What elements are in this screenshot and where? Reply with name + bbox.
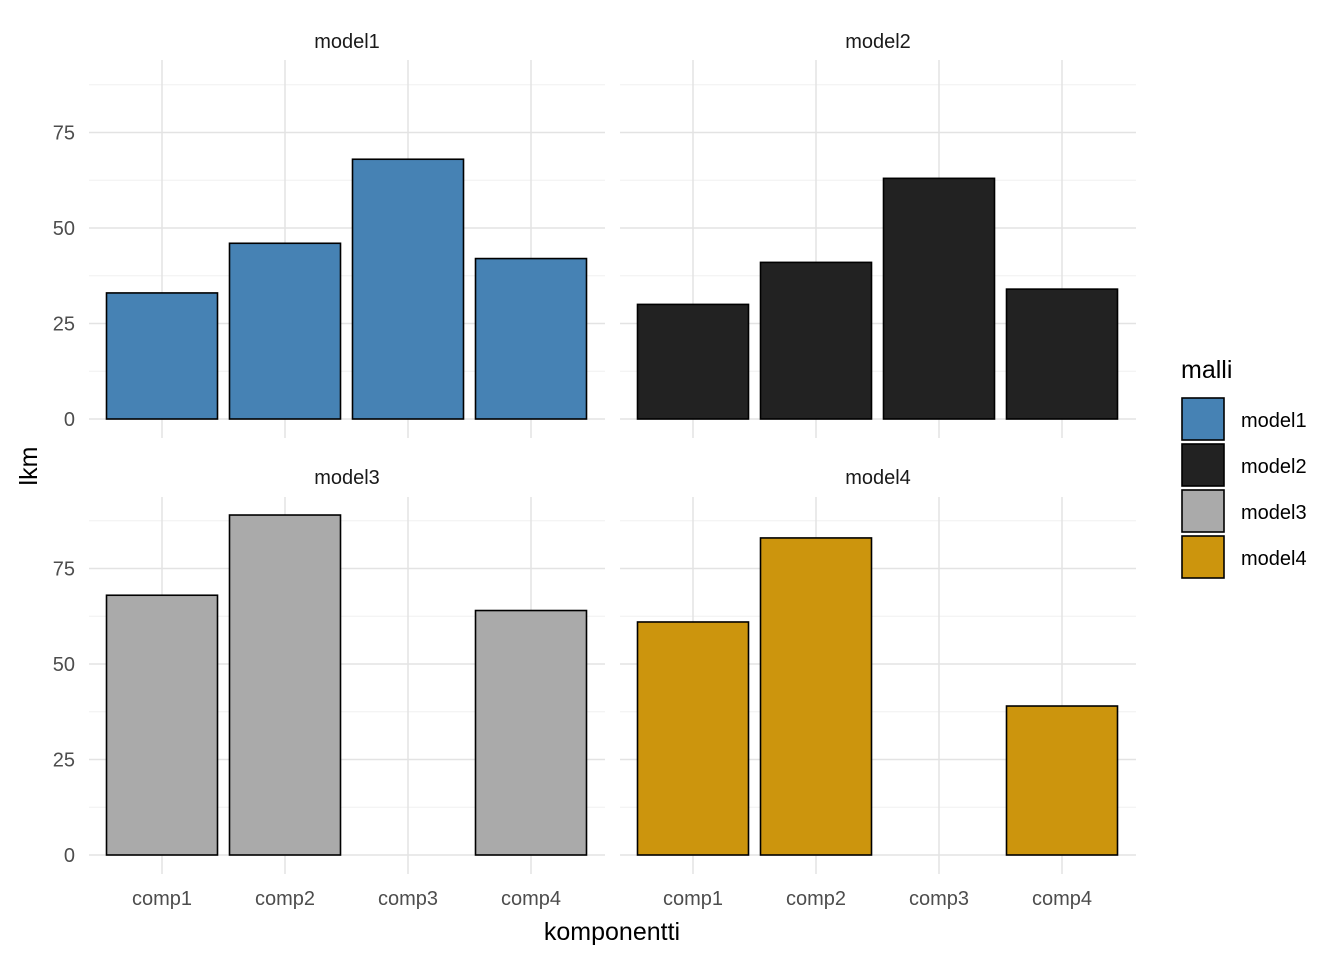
x-axis-title: komponentti: [544, 918, 680, 946]
panel-model1: model1 0 25 50 75: [53, 31, 605, 438]
bar-model2-comp1: [636, 303, 750, 420]
legend-key-model2: [1181, 443, 1225, 487]
facet-strip-label: model4: [845, 467, 911, 489]
legend-key-model4: [1181, 535, 1225, 579]
facet-strip-label: model3: [314, 467, 380, 489]
facet-panels: model1 0 25 50 75 model2 model3 0 25 50 75 comp1 com…: [53, 31, 1136, 910]
bar-model4-comp4: [1005, 705, 1119, 856]
bar-model4-comp2: [759, 537, 873, 856]
x-tick-label: comp2: [786, 888, 846, 910]
panel-model4: model4 comp1 comp2 comp3 comp4: [620, 467, 1136, 910]
x-tick-label: comp1: [663, 888, 723, 910]
x-tick-label: comp3: [378, 888, 438, 910]
y-tick-label: 0: [64, 845, 75, 867]
y-axis-title: lkm: [15, 447, 43, 486]
panel-model3: model3 0 25 50 75 comp1 comp2 comp3 comp4: [53, 467, 605, 910]
bar-model3-comp2: [228, 514, 342, 856]
bar-model3-comp1: [105, 594, 219, 856]
y-tick-label: 50: [53, 654, 75, 676]
y-tick-label: 50: [53, 218, 75, 240]
y-tick-label: 0: [64, 409, 75, 431]
bar-model2-comp3: [882, 177, 996, 420]
legend-title: malli: [1181, 356, 1232, 384]
legend-label-model3: model3: [1241, 502, 1307, 524]
panel-model2: model2: [620, 31, 1136, 438]
bar-model1-comp3: [351, 158, 465, 420]
legend: malli model1 model2 model3 model4: [1181, 356, 1307, 579]
y-tick-label: 25: [53, 750, 75, 772]
x-tick-label: comp4: [501, 888, 561, 910]
legend-label-model4: model4: [1241, 548, 1307, 570]
bar-model3-comp4: [474, 609, 588, 856]
x-tick-label: comp2: [255, 888, 315, 910]
legend-label-model1: model1: [1241, 410, 1307, 432]
legend-key-model3: [1181, 489, 1225, 533]
facet-strip-label: model1: [314, 31, 380, 53]
y-tick-label: 75: [53, 123, 75, 145]
y-tick-label: 25: [53, 314, 75, 336]
bar-model2-comp2: [759, 261, 873, 420]
legend-label-model2: model2: [1241, 456, 1307, 478]
y-tick-label: 75: [53, 559, 75, 581]
bar-model1-comp1: [105, 292, 219, 420]
x-tick-label: comp3: [909, 888, 969, 910]
legend-key-model1: [1181, 397, 1225, 441]
bar-model2-comp4: [1005, 288, 1119, 420]
facet-strip-label: model2: [845, 31, 911, 53]
x-tick-label: comp1: [132, 888, 192, 910]
bar-model1-comp4: [474, 257, 588, 420]
x-tick-label: comp4: [1032, 888, 1092, 910]
bar-model1-comp2: [228, 242, 342, 420]
bar-model4-comp1: [636, 621, 750, 856]
